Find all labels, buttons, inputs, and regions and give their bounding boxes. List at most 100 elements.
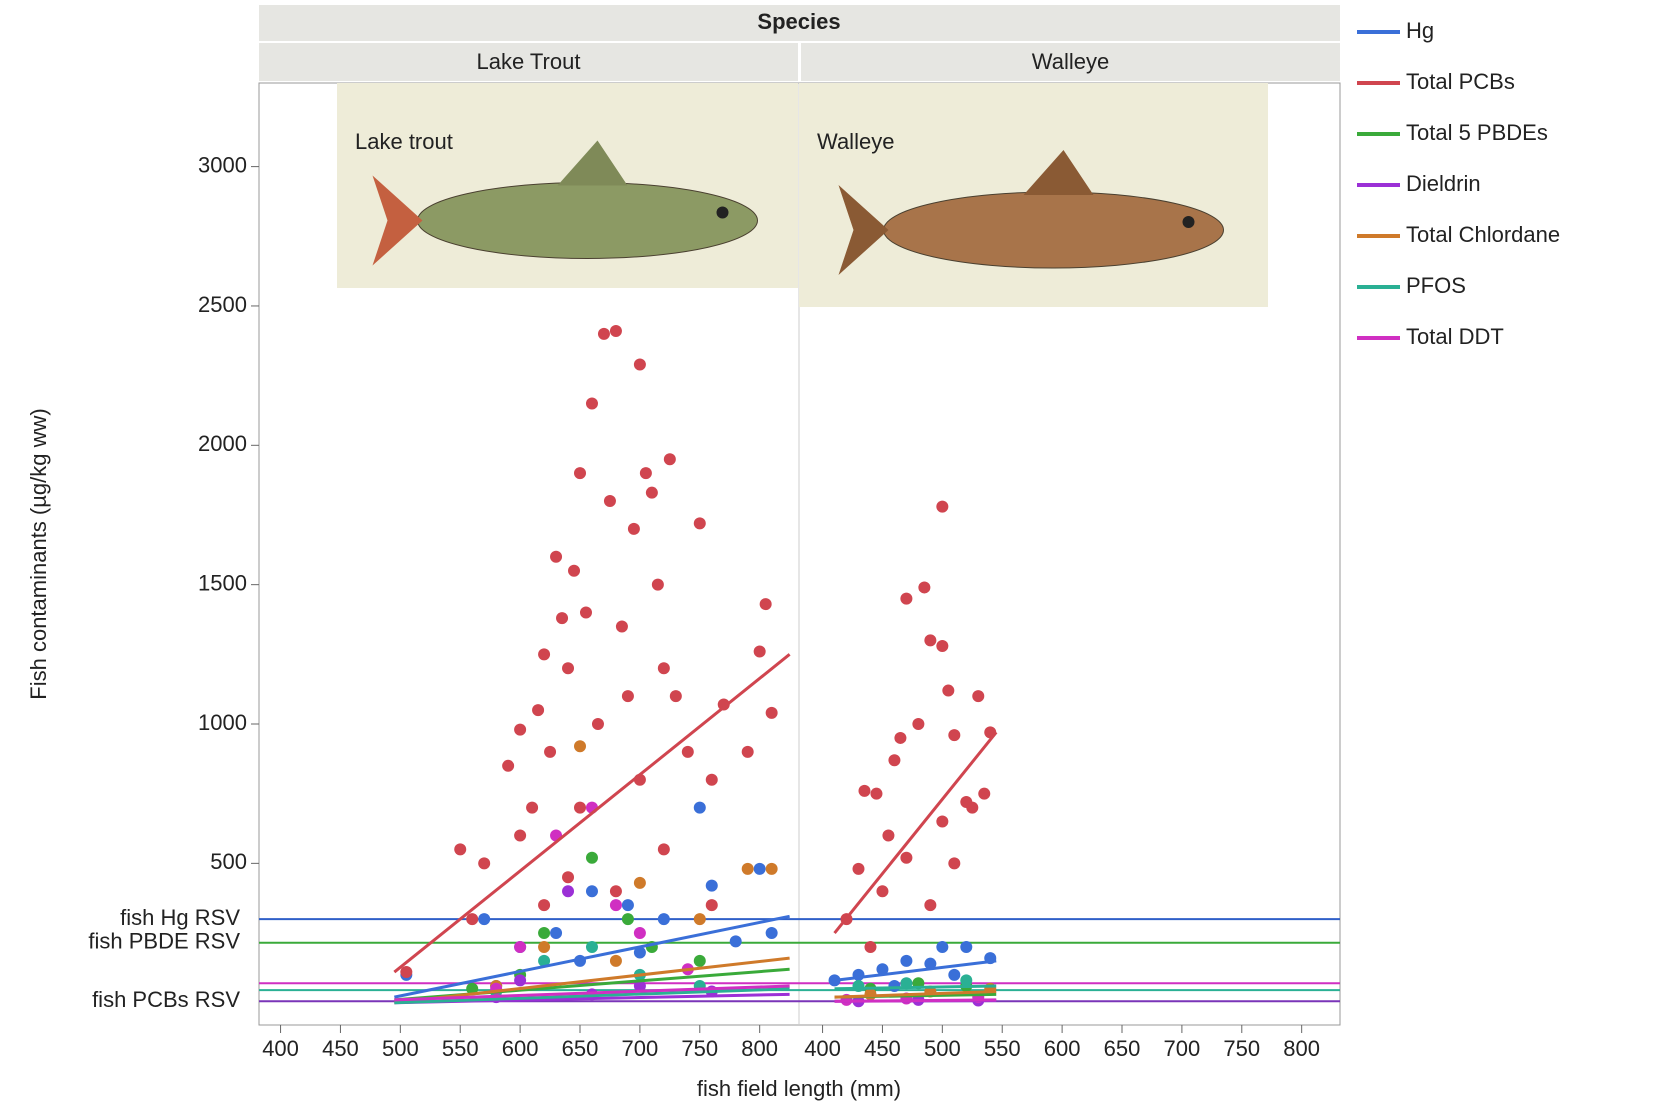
point [694, 517, 706, 529]
point [658, 662, 670, 674]
legend-label: Total DDT [1406, 324, 1504, 349]
point [568, 565, 580, 577]
point [658, 843, 670, 855]
point [942, 685, 954, 697]
point [628, 523, 640, 535]
point [640, 467, 652, 479]
legend-label: Total Chlordane [1406, 222, 1560, 247]
x-tick-label: 400 [804, 1036, 841, 1061]
x-tick-label: 400 [262, 1036, 299, 1061]
point [598, 328, 610, 340]
x-tick-label: 800 [1283, 1036, 1320, 1061]
point [556, 612, 568, 624]
point [706, 880, 718, 892]
point [948, 969, 960, 981]
point [936, 816, 948, 828]
x-tick-label: 650 [1104, 1036, 1141, 1061]
x-tick-label: 600 [1044, 1036, 1081, 1061]
x-tick-label: 800 [741, 1036, 778, 1061]
point [466, 913, 478, 925]
image-label: Lake trout [355, 129, 453, 154]
point [972, 690, 984, 702]
point [664, 453, 676, 465]
panel-title: Lake Trout [477, 49, 581, 74]
point [514, 941, 526, 953]
point [852, 863, 864, 875]
point [634, 927, 646, 939]
point [550, 927, 562, 939]
image-label: Walleye [817, 129, 894, 154]
point [574, 802, 586, 814]
legend-label: Total PCBs [1406, 69, 1515, 94]
point [544, 746, 556, 758]
point [610, 885, 622, 897]
point [706, 899, 718, 911]
x-axis-label: fish field length (mm) [697, 1076, 901, 1101]
y-tick-label: 2500 [198, 292, 247, 317]
point [646, 487, 658, 499]
reference-label: fish PCBs RSV [92, 987, 240, 1012]
point [562, 662, 574, 674]
point [526, 802, 538, 814]
point [924, 899, 936, 911]
point [616, 620, 628, 632]
point [586, 941, 598, 953]
x-tick-label: 700 [622, 1036, 659, 1061]
point [864, 941, 876, 953]
x-tick-label: 500 [382, 1036, 419, 1061]
point [610, 899, 622, 911]
point [652, 579, 664, 591]
x-tick-label: 600 [502, 1036, 539, 1061]
point [936, 501, 948, 513]
point [966, 802, 978, 814]
point [730, 935, 742, 947]
point [936, 640, 948, 652]
point [538, 927, 550, 939]
point [912, 718, 924, 730]
point [960, 941, 972, 953]
point [766, 707, 778, 719]
point [948, 729, 960, 741]
point [538, 648, 550, 660]
point [622, 899, 634, 911]
point [742, 863, 754, 875]
point [900, 955, 912, 967]
point [858, 785, 870, 797]
point [658, 913, 670, 925]
point [670, 690, 682, 702]
point [514, 829, 526, 841]
point [948, 857, 960, 869]
point [706, 774, 718, 786]
point [852, 980, 864, 992]
point [870, 788, 882, 800]
point [586, 398, 598, 410]
point [610, 955, 622, 967]
fish-eye [1183, 216, 1195, 228]
y-tick-label: 1000 [198, 710, 247, 735]
point [622, 913, 634, 925]
y-tick-label: 3000 [198, 152, 247, 177]
y-tick-label: 1500 [198, 570, 247, 595]
y-tick-label: 2000 [198, 431, 247, 456]
fit-line [835, 1000, 997, 1001]
point [882, 829, 894, 841]
point [894, 732, 906, 744]
y-tick-label: 500 [210, 849, 247, 874]
fish-body [418, 183, 758, 259]
point [592, 718, 604, 730]
point [978, 788, 990, 800]
point [478, 857, 490, 869]
x-tick-label: 700 [1164, 1036, 1201, 1061]
point [900, 593, 912, 605]
point [562, 871, 574, 883]
point [876, 885, 888, 897]
point [502, 760, 514, 772]
point [622, 690, 634, 702]
point [900, 852, 912, 864]
x-tick-label: 550 [984, 1036, 1021, 1061]
point [634, 877, 646, 889]
x-tick-label: 500 [924, 1036, 961, 1061]
point [960, 974, 972, 986]
reference-label: fish Hg RSV [120, 905, 240, 930]
x-tick-label: 450 [322, 1036, 359, 1061]
